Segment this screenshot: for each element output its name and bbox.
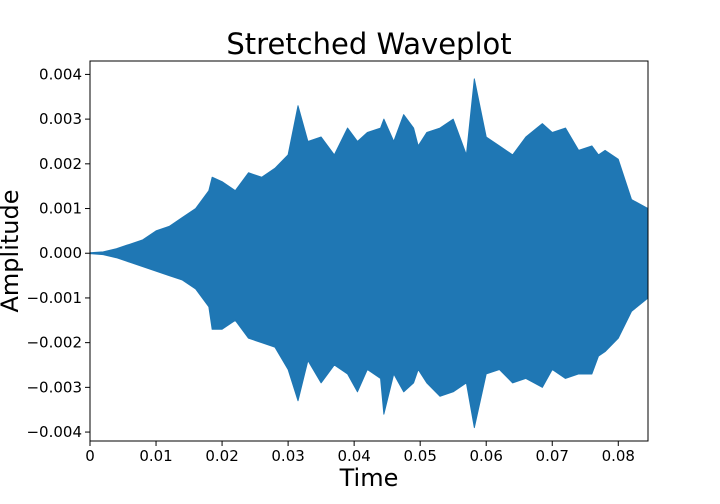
y-tick-label: −0.001 <box>26 289 82 307</box>
x-tick-label: 0.06 <box>470 447 503 465</box>
y-tick-label: 0.004 <box>39 65 82 83</box>
plot-area <box>89 60 649 442</box>
y-axis-title: Amplitude <box>0 190 24 313</box>
y-tick-label: 0.003 <box>39 110 82 128</box>
y-tick-label: 0.001 <box>39 200 82 218</box>
y-tick-label: 0.002 <box>39 155 82 173</box>
x-axis-title: Time <box>339 464 399 492</box>
x-tick-label: 0.07 <box>536 447 569 465</box>
y-axis: 0.004 0.003 0.002 0.001 0.000 −0.001 −0.002 −0.… <box>26 65 90 441</box>
x-tick-label: 0.08 <box>602 447 635 465</box>
y-tick-label: 0.000 <box>39 244 82 262</box>
y-tick-label: −0.002 <box>26 334 82 352</box>
plot-frame <box>89 60 649 442</box>
x-tick-label: 0.02 <box>205 447 238 465</box>
x-axis: 0 0.01 0.02 0.03 0.04 0.05 0.06 0.07 0.08 <box>85 441 635 465</box>
y-tick-label: −0.004 <box>26 423 82 441</box>
x-tick-label: 0.05 <box>403 447 436 465</box>
x-tick-label: 0.01 <box>139 447 172 465</box>
y-tick-label: −0.003 <box>26 378 82 396</box>
chart-title: Stretched Waveplot <box>226 27 511 61</box>
x-tick-label: 0.04 <box>337 447 370 465</box>
x-tick-label: 0.03 <box>271 447 304 465</box>
x-tick-label: 0 <box>85 447 95 465</box>
